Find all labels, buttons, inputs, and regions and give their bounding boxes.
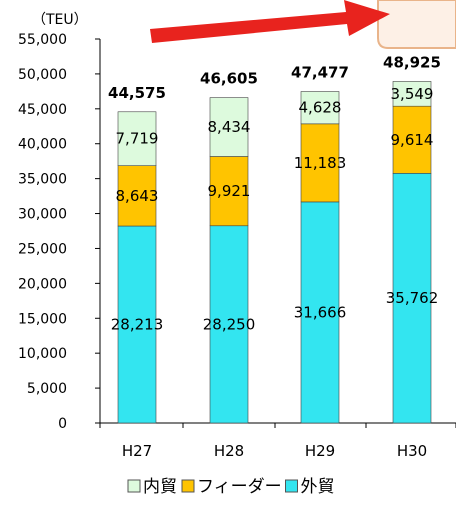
bar-series-group	[117, 81, 432, 424]
bar-segment	[209, 225, 249, 424]
bar-segment	[117, 225, 157, 424]
y-tick-label: 15,000	[18, 311, 67, 327]
bar-segment	[392, 105, 432, 174]
legend-label: 内貿	[143, 477, 177, 497]
y-tick-label: 20,000	[18, 276, 67, 292]
segment-value-label: 8,643	[116, 187, 159, 205]
total-value-label: 47,477	[291, 64, 349, 82]
y-tick-label: 35,000	[18, 172, 67, 188]
segment-value-label: 3,549	[391, 85, 434, 103]
y-tick-label: 40,000	[18, 137, 67, 153]
legend-swatch	[181, 479, 195, 493]
y-tick-label: 30,000	[18, 207, 67, 223]
segment-value-label: 31,666	[294, 303, 347, 321]
chart-legend: 内貿 フィーダー 外貿	[127, 477, 335, 497]
bar-segment	[300, 201, 340, 424]
legend-label: 外貿	[301, 477, 335, 497]
callout-box-edge	[377, 0, 456, 49]
y-tick-label: 0	[58, 416, 67, 432]
segment-value-label: 9,614	[391, 131, 434, 149]
bar-segment	[300, 123, 340, 203]
segment-value-label: 11,183	[294, 154, 347, 172]
bar-segment	[209, 97, 249, 157]
legend-swatch	[127, 479, 141, 493]
segment-value-label: 8,434	[208, 118, 251, 136]
y-tick-label: 55,000	[18, 32, 67, 48]
segment-value-label: 35,762	[386, 289, 439, 307]
x-tick-label: H27	[122, 442, 152, 460]
y-tick-label: 10,000	[18, 346, 67, 362]
red-arrow-shape	[150, 0, 390, 43]
segment-value-label: 28,213	[111, 316, 164, 334]
total-value-label: 44,575	[108, 84, 166, 102]
x-tick-label: H29	[305, 442, 335, 460]
segment-value-label: 4,628	[299, 99, 342, 117]
y-axis-unit-label: （TEU）	[32, 12, 88, 28]
bar-segment	[117, 165, 157, 227]
trend-arrow	[150, 0, 390, 43]
data-labels-group: 28,213 8,643 7,719 44,575 28,250 9,921 8,434 46…	[108, 53, 441, 333]
segment-value-label: 28,250	[203, 315, 256, 333]
chart-axes: 0 5,000 10,000 15,000 20,000 25,000 30,000 35,0…	[18, 12, 456, 460]
y-tick-label: 50,000	[18, 67, 67, 83]
total-value-label: 46,605	[200, 70, 258, 88]
bar-segment	[300, 91, 340, 125]
bar-segment	[117, 111, 157, 166]
legend-swatch	[285, 479, 298, 493]
x-tick-label: H30	[397, 442, 427, 460]
segment-value-label: 9,921	[208, 182, 251, 200]
bar-segment	[392, 173, 432, 424]
bar-segment	[392, 81, 432, 107]
y-tick-label: 25,000	[18, 241, 67, 257]
bar-segment	[209, 156, 249, 227]
y-tick-label: 45,000	[18, 102, 67, 118]
total-value-label: 48,925	[383, 53, 441, 71]
segment-value-label: 7,719	[116, 130, 159, 148]
x-tick-label: H28	[214, 442, 244, 460]
legend-label: フィーダー	[197, 477, 282, 497]
y-tick-label: 5,000	[27, 381, 67, 397]
